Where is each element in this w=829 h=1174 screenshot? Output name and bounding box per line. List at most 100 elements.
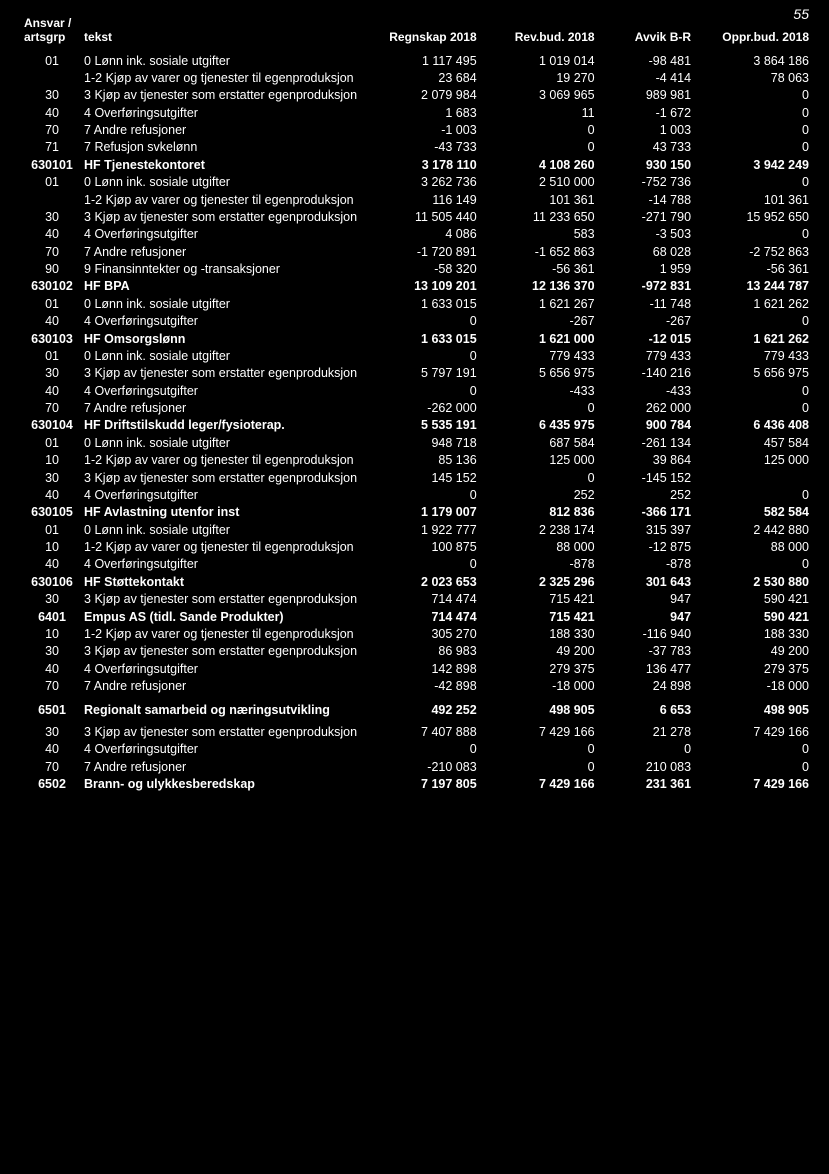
cell-text: Empus AS (tidl. Sande Produkter) <box>82 608 361 625</box>
cell-revbud: 101 361 <box>479 191 597 208</box>
cell-revbud: 715 421 <box>479 591 597 608</box>
cell-text: 4 Overføringsutgifter <box>82 313 361 330</box>
cell-code: 70 <box>22 243 82 260</box>
table-row: 010 Lønn ink. sosiale utgifter948 718687… <box>22 434 811 451</box>
cell-regnskap: 1 922 777 <box>361 521 479 538</box>
cell-avvik: -116 940 <box>597 625 693 642</box>
table-row: 707 Andre refusjoner-262 0000262 0000 <box>22 400 811 417</box>
cell-regnskap: 948 718 <box>361 434 479 451</box>
cell-revbud: 88 000 <box>479 539 597 556</box>
cell-regnskap: 1 633 015 <box>361 330 479 347</box>
col-header-regnskap: Regnskap 2018 <box>361 10 479 52</box>
cell-avvik: 947 <box>597 591 693 608</box>
cell-text: 0 Lønn ink. sosiale utgifter <box>82 295 361 312</box>
cell-opprbud: 7 429 166 <box>693 723 811 740</box>
table-row: 630106HF Støttekontakt2 023 6532 325 296… <box>22 573 811 590</box>
cell-revbud: 125 000 <box>479 452 597 469</box>
cell-text: 7 Andre refusjoner <box>82 400 361 417</box>
table-row: 010 Lønn ink. sosiale utgifter3 262 7362… <box>22 174 811 191</box>
cell-text: HF Omsorgslønn <box>82 330 361 347</box>
cell-code: 40 <box>22 104 82 121</box>
cell-avvik: 1 003 <box>597 122 693 139</box>
table-row: 6502Brann- og ulykkesberedskap7 197 8057… <box>22 775 811 792</box>
cell-code <box>22 191 82 208</box>
cell-text: HF Støttekontakt <box>82 573 361 590</box>
cell-opprbud: 78 063 <box>693 69 811 86</box>
cell-text: 0 Lønn ink. sosiale utgifter <box>82 347 361 364</box>
cell-text: 7 Andre refusjoner <box>82 678 361 695</box>
cell-opprbud: 0 <box>693 104 811 121</box>
cell-revbud: 4 108 260 <box>479 156 597 173</box>
cell-opprbud: 0 <box>693 556 811 573</box>
cell-avvik: 779 433 <box>597 347 693 364</box>
table-header-row: Ansvar / artsgrp tekst Regnskap 2018 Rev… <box>22 10 811 52</box>
cell-avvik: 0 <box>597 741 693 758</box>
cell-regnskap: 5 797 191 <box>361 365 479 382</box>
cell-opprbud: 279 375 <box>693 660 811 677</box>
cell-code: 01 <box>22 174 82 191</box>
cell-revbud: 11 233 650 <box>479 208 597 225</box>
cell-text: 1-2 Kjøp av varer og tjenester til egenp… <box>82 191 361 208</box>
cell-revbud: 5 656 975 <box>479 365 597 382</box>
cell-revbud: 1 019 014 <box>479 52 597 69</box>
cell-revbud: 583 <box>479 226 597 243</box>
cell-avvik: 301 643 <box>597 573 693 590</box>
cell-revbud: 0 <box>479 469 597 486</box>
cell-code: 630104 <box>22 417 82 434</box>
cell-avvik: -271 790 <box>597 208 693 225</box>
cell-avvik: 231 361 <box>597 775 693 792</box>
cell-revbud: 0 <box>479 741 597 758</box>
cell-regnskap: 0 <box>361 347 479 364</box>
cell-regnskap: 0 <box>361 556 479 573</box>
cell-text: 1-2 Kjøp av varer og tjenester til egenp… <box>82 452 361 469</box>
cell-code: 70 <box>22 758 82 775</box>
cell-text: Brann- og ulykkesberedskap <box>82 775 361 792</box>
cell-opprbud: 3 942 249 <box>693 156 811 173</box>
cell-revbud: 0 <box>479 122 597 139</box>
cell-revbud: 3 069 965 <box>479 87 597 104</box>
page-number: 55 <box>793 6 809 22</box>
cell-text: 7 Refusjon svkelønn <box>82 139 361 156</box>
table-row: 303 Kjøp av tjenester som erstatter egen… <box>22 469 811 486</box>
cell-text: 4 Overføringsutgifter <box>82 382 361 399</box>
cell-revbud: 12 136 370 <box>479 278 597 295</box>
table-row: 707 Andre refusjoner-1 00301 0030 <box>22 122 811 139</box>
cell-opprbud: 13 244 787 <box>693 278 811 295</box>
table-row: 404 Overføringsutgifter02522520 <box>22 486 811 503</box>
table-row: 404 Overføringsutgifter142 898279 375136… <box>22 660 811 677</box>
cell-text: 7 Andre refusjoner <box>82 758 361 775</box>
table-row: 630103HF Omsorgslønn1 633 0151 621 000-1… <box>22 330 811 347</box>
cell-avvik: -98 481 <box>597 52 693 69</box>
cell-text: 7 Andre refusjoner <box>82 243 361 260</box>
cell-regnskap: -210 083 <box>361 758 479 775</box>
cell-code: 01 <box>22 434 82 451</box>
cell-text: 4 Overføringsutgifter <box>82 556 361 573</box>
cell-revbud: -18 000 <box>479 678 597 695</box>
cell-revbud: 279 375 <box>479 660 597 677</box>
cell-regnskap: 13 109 201 <box>361 278 479 295</box>
cell-revbud: 49 200 <box>479 643 597 660</box>
cell-code: 630106 <box>22 573 82 590</box>
table-row: 707 Andre refusjoner-210 0830210 0830 <box>22 758 811 775</box>
cell-regnskap: -1 003 <box>361 122 479 139</box>
col-header-avvik: Avvik B-R <box>597 10 693 52</box>
cell-code: 30 <box>22 365 82 382</box>
cell-avvik: -140 216 <box>597 365 693 382</box>
cell-code: 10 <box>22 452 82 469</box>
cell-regnskap: 100 875 <box>361 539 479 556</box>
cell-text: 3 Kjøp av tjenester som erstatter egenpr… <box>82 87 361 104</box>
cell-regnskap: 145 152 <box>361 469 479 486</box>
cell-revbud: 252 <box>479 486 597 503</box>
cell-code: 40 <box>22 741 82 758</box>
cell-avvik: 136 477 <box>597 660 693 677</box>
cell-avvik: 24 898 <box>597 678 693 695</box>
table-row: 303 Kjøp av tjenester som erstatter egen… <box>22 87 811 104</box>
cell-regnskap: 492 252 <box>361 695 479 723</box>
cell-avvik: -878 <box>597 556 693 573</box>
cell-opprbud: 0 <box>693 122 811 139</box>
col-header-revbud: Rev.bud. 2018 <box>479 10 597 52</box>
cell-regnskap: 3 262 736 <box>361 174 479 191</box>
table-row: 707 Andre refusjoner-42 898-18 00024 898… <box>22 678 811 695</box>
cell-code: 40 <box>22 226 82 243</box>
cell-revbud: 7 429 166 <box>479 723 597 740</box>
